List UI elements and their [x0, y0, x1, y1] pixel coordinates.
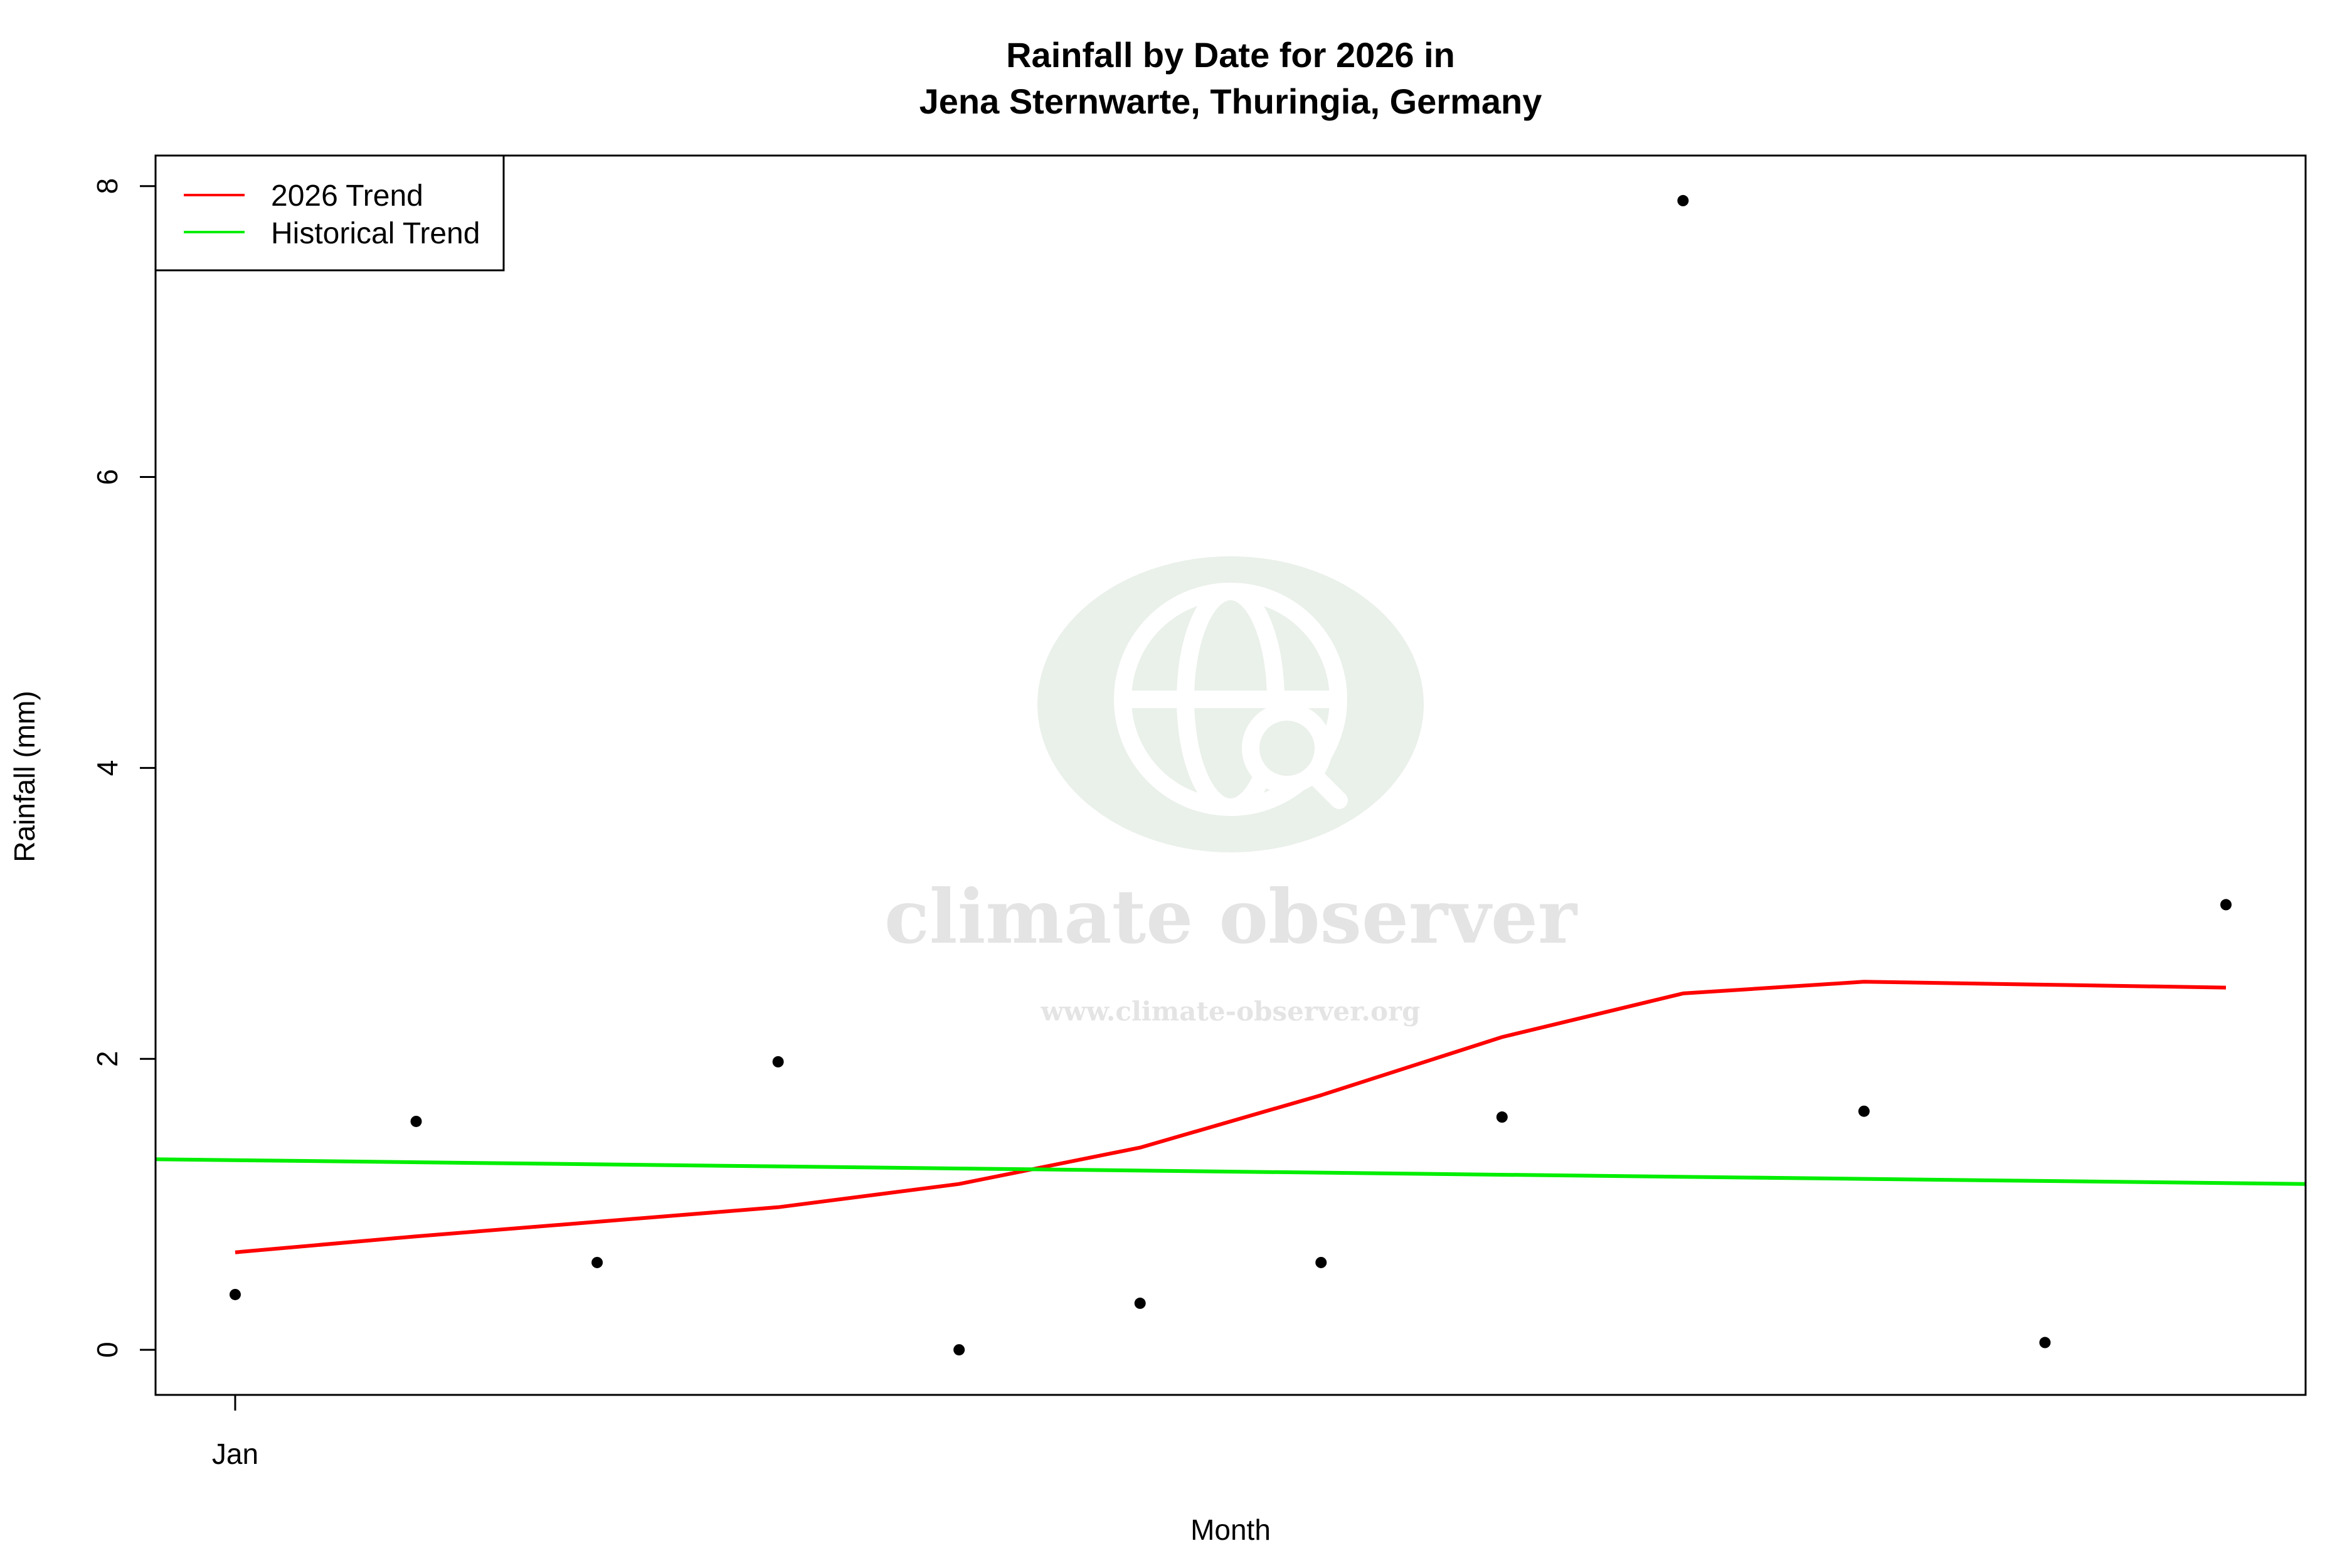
data-point [229, 1288, 241, 1300]
axes-layer: 0 2 4 6 8 Jan [91, 178, 258, 1470]
data-point [772, 1056, 784, 1067]
data-point [410, 1115, 422, 1127]
chart-subtitle: Jena Sternwarte, Thuringia, Germany [919, 82, 1542, 121]
globe-search-icon [1114, 583, 1348, 816]
y-tick-label: 6 [91, 469, 124, 485]
data-point [953, 1344, 965, 1356]
legend-label-historical-trend: Historical Trend [271, 217, 480, 250]
data-point [1315, 1256, 1327, 1268]
series-lines-layer [155, 980, 2306, 1254]
data-point [1134, 1297, 1146, 1309]
legend: 2026 Trend Historical Trend [154, 154, 505, 272]
chart-title: Rainfall by Date for 2026 in [1006, 35, 1455, 75]
data-point [591, 1256, 603, 1268]
legend-box [154, 154, 505, 272]
data-point [2220, 899, 2232, 911]
watermark-brand: climate observer [884, 873, 1578, 960]
watermark-url: www.climate-observer.org [1041, 996, 1421, 1027]
legend-label-2026-trend: 2026 Trend [271, 179, 423, 213]
y-tick-label: 0 [91, 1342, 124, 1358]
x-tick-label: Jan [212, 1438, 258, 1470]
series-line-historical-trend [155, 1157, 2306, 1186]
y-tick-label: 2 [91, 1051, 124, 1067]
data-points-layer [229, 194, 2232, 1356]
series-line-2026-trend [235, 980, 2227, 1254]
y-axis-label: Rainfall (mm) [8, 691, 41, 862]
data-point [2039, 1337, 2051, 1348]
data-point [1858, 1105, 1870, 1117]
watermark: climate observer www.climate-observer.or… [884, 556, 1578, 1027]
y-tick-label: 8 [91, 178, 124, 194]
data-point [1677, 194, 1689, 206]
x-axis-label: Month [1190, 1513, 1271, 1546]
y-tick-label: 4 [91, 760, 124, 776]
data-point [1496, 1111, 1508, 1123]
plot-frame [154, 154, 2307, 1396]
